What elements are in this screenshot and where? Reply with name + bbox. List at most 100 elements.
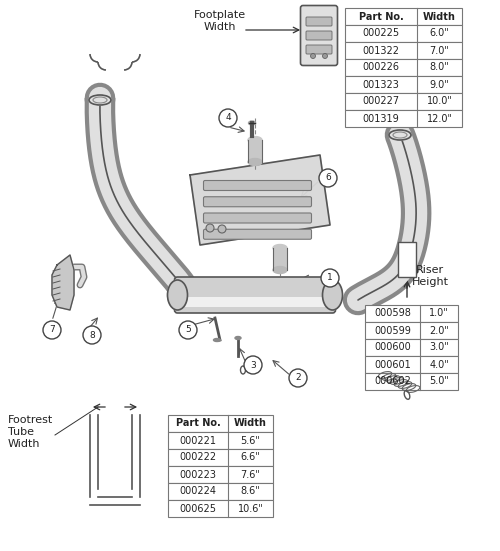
Ellipse shape — [273, 245, 287, 251]
Text: Width: Width — [204, 22, 236, 32]
Bar — [168, 500, 273, 517]
Bar — [273, 248, 287, 270]
FancyBboxPatch shape — [306, 45, 332, 54]
Text: 3.0": 3.0" — [429, 343, 449, 353]
Text: 12.0": 12.0" — [426, 114, 452, 123]
Text: Tube: Tube — [8, 427, 34, 437]
Text: 5.0": 5.0" — [429, 376, 449, 386]
Circle shape — [206, 224, 214, 232]
Circle shape — [83, 326, 101, 344]
Bar — [365, 373, 458, 390]
Text: 10.6": 10.6" — [238, 504, 264, 514]
Text: Width: Width — [8, 439, 40, 449]
Text: 1: 1 — [327, 273, 333, 283]
Text: 000221: 000221 — [180, 435, 216, 446]
Circle shape — [289, 369, 307, 387]
Text: 000222: 000222 — [180, 452, 216, 462]
Text: 7: 7 — [49, 326, 55, 334]
Circle shape — [310, 53, 316, 58]
Text: 7.6": 7.6" — [240, 469, 260, 479]
Text: 9.0": 9.0" — [430, 79, 450, 89]
Text: Riser: Riser — [416, 265, 444, 275]
Text: 6.6": 6.6" — [240, 452, 260, 462]
Text: 000601: 000601 — [374, 359, 411, 370]
FancyBboxPatch shape — [306, 17, 332, 26]
Text: 6: 6 — [325, 174, 331, 182]
Text: 7.0": 7.0" — [430, 46, 450, 56]
Circle shape — [179, 321, 197, 339]
Bar — [365, 339, 458, 356]
Bar — [248, 140, 262, 162]
Ellipse shape — [389, 130, 411, 140]
Bar — [168, 415, 273, 432]
Circle shape — [319, 169, 337, 187]
Text: 001323: 001323 — [362, 79, 400, 89]
Text: 000625: 000625 — [180, 504, 216, 514]
Bar — [398, 242, 416, 277]
Text: 000599: 000599 — [374, 326, 411, 336]
Text: Part No.: Part No. — [358, 12, 404, 21]
Bar — [365, 305, 458, 322]
Ellipse shape — [273, 267, 287, 273]
Ellipse shape — [168, 280, 188, 310]
Ellipse shape — [214, 338, 220, 342]
Bar — [345, 59, 462, 76]
Bar — [345, 42, 462, 59]
Text: Width: Width — [423, 12, 456, 21]
Ellipse shape — [248, 159, 262, 165]
Circle shape — [218, 225, 226, 233]
Text: 8.6": 8.6" — [240, 487, 260, 496]
Text: 8.0": 8.0" — [430, 62, 450, 73]
Ellipse shape — [235, 337, 241, 339]
Bar — [365, 356, 458, 373]
Polygon shape — [190, 155, 330, 245]
Bar — [345, 93, 462, 110]
Polygon shape — [52, 255, 74, 310]
Text: Height: Height — [412, 277, 449, 287]
Text: Footrest: Footrest — [8, 415, 53, 425]
Bar — [168, 466, 273, 483]
Ellipse shape — [89, 95, 111, 105]
Text: 6.0": 6.0" — [430, 29, 450, 39]
FancyBboxPatch shape — [204, 229, 312, 239]
Text: 000227: 000227 — [362, 96, 400, 106]
Text: Part No.: Part No. — [176, 419, 220, 429]
Circle shape — [43, 321, 61, 339]
Bar — [168, 432, 273, 449]
FancyBboxPatch shape — [184, 297, 326, 307]
Bar — [168, 483, 273, 500]
Text: 4.0": 4.0" — [429, 359, 449, 370]
Circle shape — [219, 109, 237, 127]
Text: 000223: 000223 — [180, 469, 216, 479]
Text: 000226: 000226 — [362, 62, 400, 73]
Text: 1.0": 1.0" — [429, 309, 449, 318]
Text: 2.0": 2.0" — [429, 326, 449, 336]
Circle shape — [244, 356, 262, 374]
Bar — [365, 322, 458, 339]
Bar — [345, 25, 462, 42]
Text: 001322: 001322 — [362, 46, 400, 56]
Text: Width: Width — [234, 419, 267, 429]
Text: 8: 8 — [89, 331, 95, 339]
Text: 001319: 001319 — [362, 114, 400, 123]
Ellipse shape — [248, 121, 256, 125]
Text: 000600: 000600 — [374, 343, 411, 353]
FancyBboxPatch shape — [300, 6, 338, 66]
Bar — [345, 76, 462, 93]
Ellipse shape — [248, 137, 262, 143]
Text: 5.6": 5.6" — [240, 435, 260, 446]
Text: 000598: 000598 — [374, 309, 411, 318]
Text: 3: 3 — [250, 360, 256, 370]
FancyBboxPatch shape — [204, 213, 312, 223]
Text: Footplate: Footplate — [194, 10, 246, 20]
Circle shape — [321, 269, 339, 287]
Bar — [345, 110, 462, 127]
Text: 000225: 000225 — [362, 29, 400, 39]
FancyBboxPatch shape — [204, 181, 312, 191]
Ellipse shape — [322, 280, 342, 310]
Text: 5: 5 — [185, 326, 191, 334]
Text: 000602: 000602 — [374, 376, 411, 386]
Text: 000224: 000224 — [180, 487, 216, 496]
Bar — [345, 8, 462, 25]
Text: 4: 4 — [225, 114, 231, 122]
